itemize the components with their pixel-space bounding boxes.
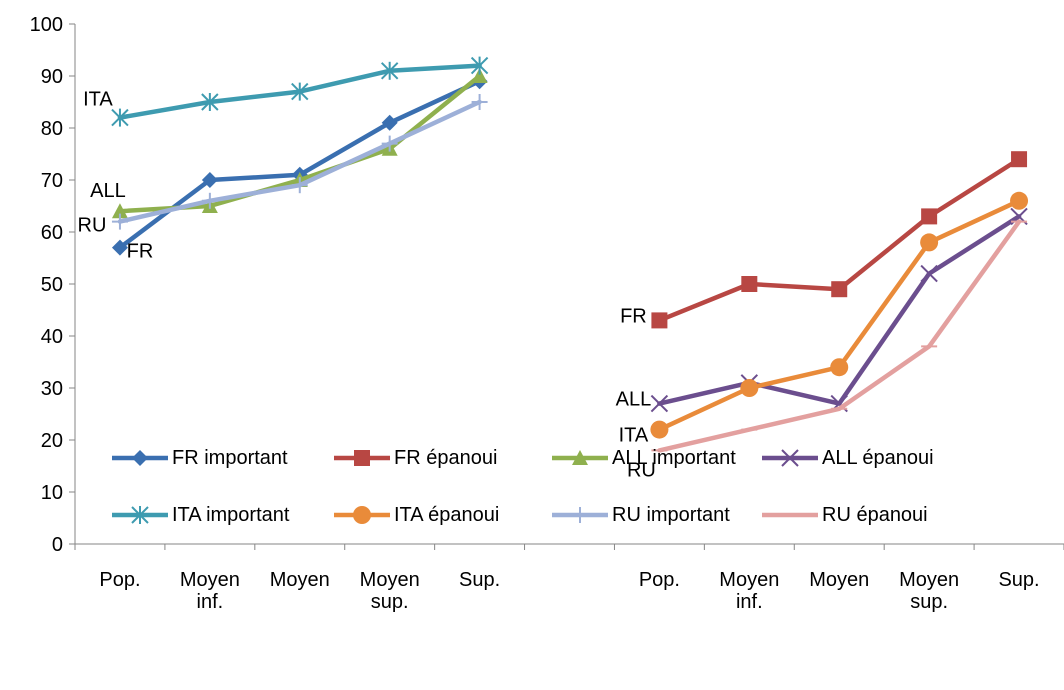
- data-point-ru-important: [201, 192, 218, 209]
- legend-label: FR épanoui: [394, 446, 498, 469]
- legend-swatch: [762, 512, 818, 518]
- legend-swatch: [552, 507, 608, 523]
- legend-label: RU important: [612, 503, 730, 526]
- data-point-all-important: [111, 203, 128, 219]
- legend-swatch: [112, 450, 168, 466]
- legend-swatch: [334, 506, 390, 524]
- legend-swatch: [112, 506, 168, 524]
- legend-item-all-important: ALL important: [550, 446, 736, 470]
- data-point-ita-important: [470, 56, 489, 75]
- y-tick-label: 50: [41, 274, 63, 296]
- series-line-ru-epanoui: [657, 219, 1022, 453]
- x-tick-label: Moyen inf.: [719, 569, 779, 613]
- data-point-fr-important: [381, 114, 398, 131]
- y-tick-label: 70: [41, 170, 63, 192]
- data-point-ita-epanoui: [1010, 191, 1029, 210]
- legend-marker: [781, 449, 799, 467]
- legend-label: ALL important: [612, 446, 736, 469]
- legend-item-all-epanoui: ALL épanoui: [760, 446, 934, 470]
- data-point-fr-important: [201, 172, 218, 188]
- legend-label: ITA épanoui: [394, 503, 500, 526]
- y-tick-label: 10: [41, 482, 63, 504]
- data-point-fr-epanoui: [831, 281, 848, 298]
- legend-swatch: [334, 450, 390, 466]
- data-point-ru-important: [471, 94, 488, 110]
- data-point-ita-important: [201, 93, 219, 111]
- legend-marker: [354, 450, 370, 466]
- legend-item-ita-important: ITA important: [110, 503, 289, 527]
- legend-label: ITA important: [172, 503, 290, 526]
- annotation-label: ITA: [83, 89, 113, 111]
- legend-item-fr-epanoui: FR épanoui: [332, 446, 497, 470]
- y-tick-label: 30: [41, 378, 63, 400]
- data-point-fr-epanoui: [1011, 151, 1028, 168]
- data-point-all-epanoui: [650, 394, 669, 413]
- x-tick-label: Pop.: [99, 569, 140, 591]
- data-point-ru-important: [381, 135, 398, 152]
- data-point-ita-epanoui: [920, 233, 939, 252]
- data-point-ita-epanoui: [830, 358, 849, 377]
- legend-marker: [131, 506, 149, 524]
- x-tick-label: Moyen: [270, 569, 330, 591]
- data-point-ita-epanoui: [740, 379, 759, 397]
- y-tick-label: 0: [52, 534, 63, 556]
- x-tick-label: Moyen sup.: [899, 569, 959, 613]
- data-point-fr-epanoui: [741, 276, 758, 292]
- series-line-ita-epanoui: [657, 198, 1022, 432]
- legend-item-fr-important: FR important: [110, 446, 288, 470]
- data-point-ita-epanoui: [650, 420, 669, 439]
- data-point-fr-epanoui: [921, 208, 938, 225]
- data-point-all-epanoui: [920, 264, 938, 283]
- legend-swatch: [552, 450, 608, 465]
- annotation-label: RU: [78, 215, 107, 237]
- annotation-label: FR: [127, 241, 154, 263]
- legend-swatch: [762, 449, 818, 467]
- legend-marker: [132, 450, 148, 466]
- data-point-fr-important: [111, 239, 128, 256]
- x-tick-label: Moyen sup.: [360, 569, 420, 613]
- annotation-label: ALL: [90, 180, 126, 202]
- data-point-ru-important: [111, 213, 128, 230]
- annotation-label: FR: [620, 305, 647, 327]
- x-tick-label: Sup.: [998, 569, 1039, 591]
- legend-item-ru-epanoui: RU épanoui: [760, 503, 928, 527]
- legend-marker: [572, 507, 588, 523]
- data-point-fr-epanoui: [651, 312, 668, 329]
- legend-label: RU épanoui: [822, 503, 928, 526]
- x-tick-label: Moyen inf.: [180, 569, 240, 613]
- data-point-ru-important: [291, 177, 308, 194]
- annotation-label: ITA: [619, 425, 649, 447]
- y-tick-label: 60: [41, 222, 63, 244]
- x-tick-label: Sup.: [459, 569, 500, 591]
- data-point-ita-important: [111, 108, 129, 127]
- y-tick-label: 20: [41, 430, 63, 452]
- annotation-label: ALL: [616, 389, 652, 411]
- legend-marker: [353, 506, 371, 524]
- y-tick-label: 100: [30, 14, 63, 36]
- annotation-label: RU: [627, 459, 656, 481]
- x-tick-label: Moyen: [809, 569, 869, 591]
- legend-item-ru-important: RU important: [550, 503, 730, 527]
- legend-item-ita-epanoui: ITA épanoui: [332, 503, 499, 527]
- legend-label: FR important: [172, 446, 288, 469]
- data-point-ita-important: [380, 61, 399, 80]
- y-tick-label: 40: [41, 326, 63, 348]
- y-tick-label: 80: [41, 118, 63, 140]
- legend-label: ALL épanoui: [822, 446, 934, 469]
- x-tick-label: Pop.: [639, 569, 680, 591]
- legend-marker: [572, 450, 588, 465]
- y-tick-label: 90: [41, 66, 63, 88]
- data-point-ita-important: [291, 82, 309, 101]
- data-point-all-important: [471, 68, 488, 83]
